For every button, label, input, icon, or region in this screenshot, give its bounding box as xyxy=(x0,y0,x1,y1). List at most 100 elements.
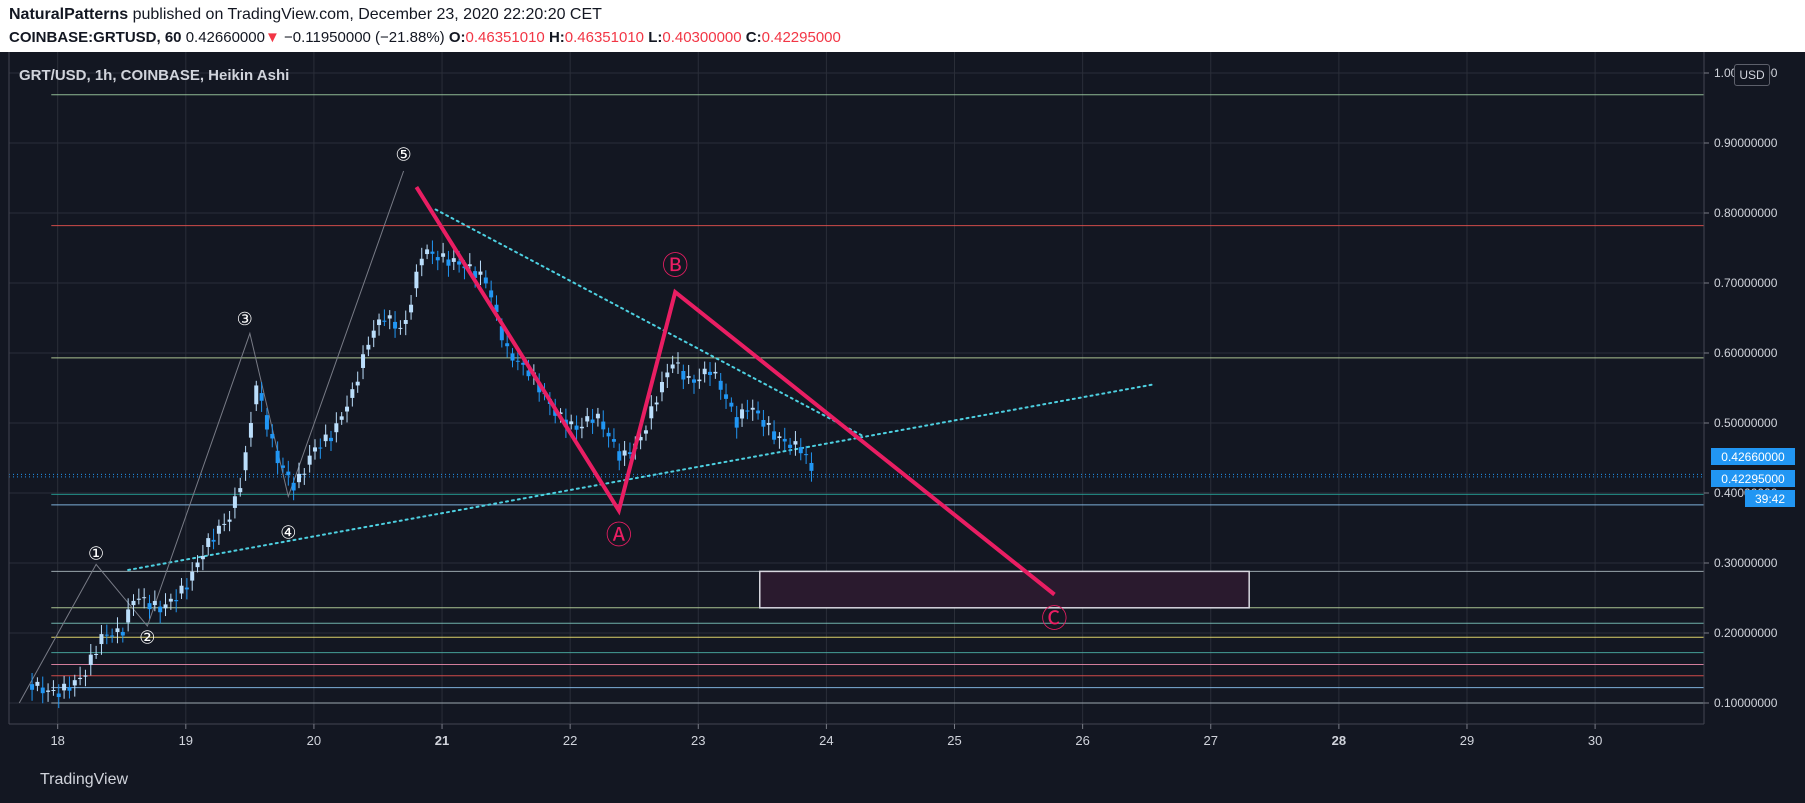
time-axis-ticks: 18 19 20 21 22 23 24 25 26 27 28 29 30 xyxy=(50,724,1602,748)
candle-body xyxy=(585,416,590,422)
author-name[interactable]: NaturalPatterns xyxy=(9,6,129,23)
wave-label: ④ xyxy=(280,523,296,544)
open-value: 0.46351010 xyxy=(465,29,545,46)
candle-body xyxy=(430,251,435,254)
candle-body xyxy=(163,604,168,609)
time-tick-label: 18 xyxy=(50,733,64,748)
candle-body xyxy=(766,423,771,425)
candle-body xyxy=(393,321,398,329)
candle-body xyxy=(206,538,211,548)
candle-body xyxy=(147,603,152,610)
candle-body xyxy=(67,687,72,691)
wave-label: Ⓑ xyxy=(662,252,688,282)
candle-body xyxy=(355,381,360,386)
candle-body xyxy=(30,684,35,690)
candle-body xyxy=(510,353,515,361)
candle-body xyxy=(296,473,301,483)
candle-body xyxy=(270,433,275,439)
price-tick-label: 0.80000000 xyxy=(1714,206,1778,220)
candle-body xyxy=(793,441,798,445)
candle-body xyxy=(291,482,296,491)
candle-body xyxy=(473,271,478,278)
candle-body xyxy=(494,304,499,313)
candle-body xyxy=(558,412,563,415)
close-price-tag xyxy=(1711,470,1795,487)
candle-body xyxy=(659,381,664,393)
candle-body xyxy=(377,319,382,326)
candle-body xyxy=(78,677,83,680)
candle-body xyxy=(94,653,99,655)
candle-body xyxy=(409,304,414,313)
candle-body xyxy=(809,462,814,471)
wave-label: ⑤ xyxy=(396,145,412,166)
candle-body xyxy=(675,362,680,364)
candle-body xyxy=(46,690,51,692)
last-price-tag-text: 0.42660000 xyxy=(1721,450,1785,464)
price-axis-ticks: 0.100000000.200000000.300000000.40000000… xyxy=(1704,66,1778,710)
candle-body xyxy=(259,393,264,401)
impulse-wave-line[interactable] xyxy=(18,170,405,704)
price-chart[interactable]: ① ② ③ ④ ⑤ Ⓐ Ⓑ Ⓒ 0.10000000 0.20000000 0.30000000 0… xyxy=(0,52,1805,767)
currency-badge[interactable]: USD xyxy=(1734,64,1770,86)
candle-body xyxy=(729,402,734,407)
candle-body xyxy=(724,394,729,399)
symbol-interval: COINBASE:GRTUSD, 60 xyxy=(9,29,182,46)
time-tick-label: 26 xyxy=(1075,733,1089,748)
time-tick-label: 29 xyxy=(1460,733,1474,748)
candle-body xyxy=(238,488,243,493)
candle-body xyxy=(366,344,371,350)
candle-body xyxy=(782,438,787,442)
candle-body xyxy=(168,598,173,602)
trendlines[interactable] xyxy=(127,208,1155,571)
candle-body xyxy=(142,597,147,599)
candle-body xyxy=(126,609,131,623)
target-zone[interactable] xyxy=(759,570,1250,609)
pane-title: GRT/USD, 1h, COINBASE, Heikin Ashi xyxy=(19,67,290,84)
candle-body xyxy=(329,437,334,442)
open-label: O: xyxy=(448,29,466,46)
candle-body xyxy=(425,249,430,255)
candle-body xyxy=(601,421,606,430)
candle-body xyxy=(254,385,259,405)
candle-body xyxy=(211,539,216,542)
candle-body xyxy=(51,689,56,691)
candle-body xyxy=(750,407,755,410)
candle-body xyxy=(307,455,312,465)
candle-body xyxy=(713,371,718,374)
tradingview-brand[interactable]: TradingView xyxy=(40,771,129,788)
wave-label: Ⓒ xyxy=(1041,604,1067,634)
high-label: H: xyxy=(548,29,565,46)
candle-body xyxy=(110,635,115,637)
price-tick-label: 0.30000000 xyxy=(1714,556,1778,570)
candle-body xyxy=(772,431,777,440)
candle-body xyxy=(435,257,440,261)
candle-body xyxy=(627,452,632,455)
candle-body xyxy=(451,258,456,262)
candle-body xyxy=(740,409,745,419)
candle-body xyxy=(280,465,285,468)
candle-body xyxy=(387,315,392,319)
candle-body xyxy=(158,606,163,613)
price-axis-tags: 0.42660000 0.42295000 39:42 xyxy=(1711,448,1795,507)
price-tick-label: 0.90000000 xyxy=(1714,136,1778,150)
time-tick-label: 21 xyxy=(435,733,449,748)
candle-body xyxy=(152,601,157,606)
close-price-tag-text: 0.42295000 xyxy=(1721,472,1785,486)
candle-body xyxy=(569,421,574,425)
price-tick-label: 0.60000000 xyxy=(1714,346,1778,360)
candle-body xyxy=(761,420,766,427)
wave-label: Ⓐ xyxy=(606,521,632,551)
dotted-trendline[interactable] xyxy=(434,208,866,438)
wave-label: ① xyxy=(88,544,104,565)
candle-body xyxy=(622,450,627,456)
candle-body xyxy=(184,587,189,590)
publication-header: NaturalPatterns published on TradingView… xyxy=(0,0,1805,52)
countdown-tag-text: 39:42 xyxy=(1755,492,1785,506)
dotted-trendline[interactable] xyxy=(127,383,1155,571)
candle-body xyxy=(595,413,600,419)
abc-correction-line[interactable] xyxy=(414,186,1056,597)
candle-body xyxy=(200,555,205,560)
candle-body xyxy=(499,326,504,341)
low-value: 0.40300000 xyxy=(662,29,742,46)
wave-label: ② xyxy=(139,628,155,649)
